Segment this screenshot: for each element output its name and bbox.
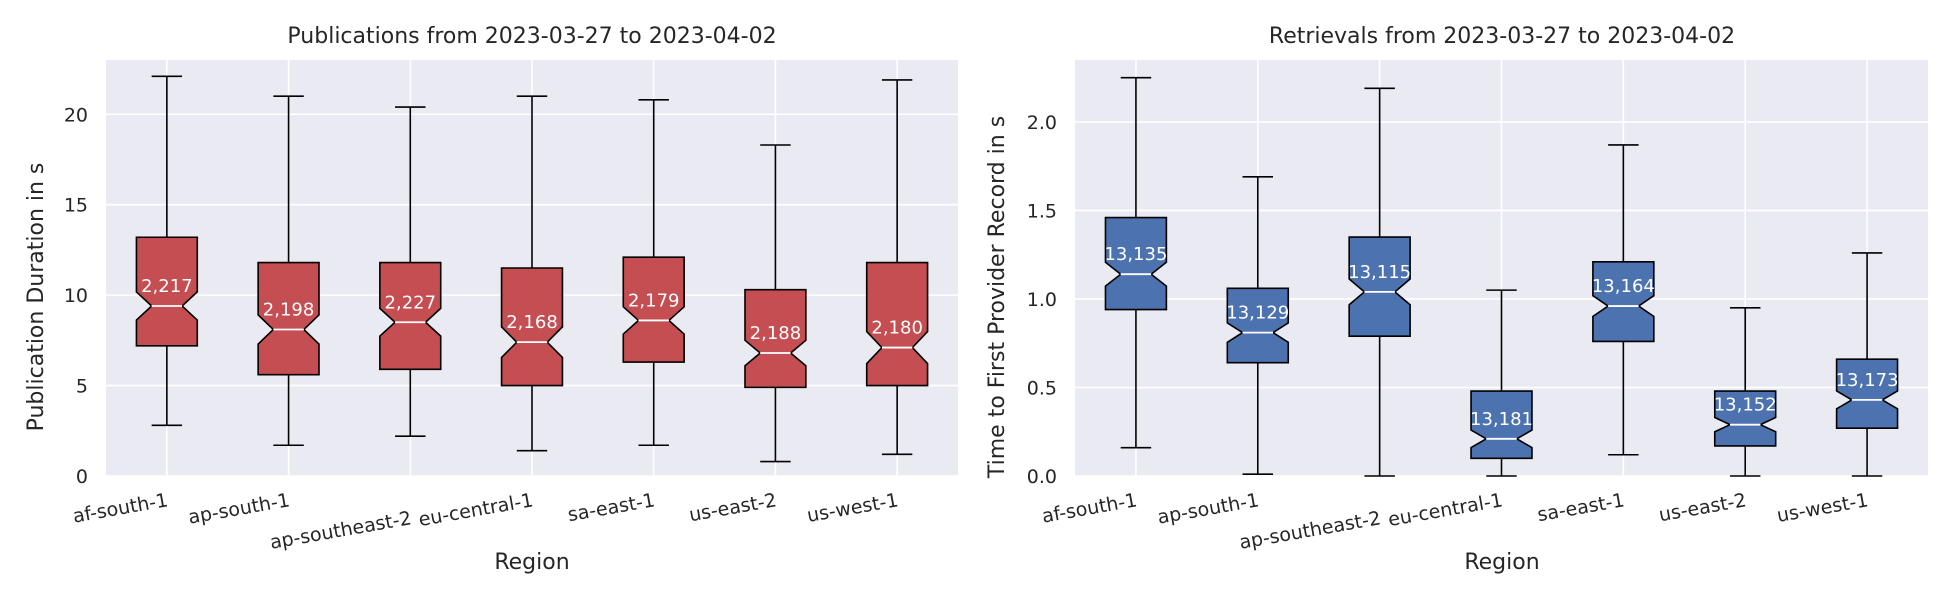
x-tick-label: sa-east-1 (1536, 489, 1627, 526)
x-tick-label: ap-southeast-2 (268, 507, 413, 554)
x-tick-label: eu-central-1 (417, 489, 535, 531)
x-tick-label: ap-south-1 (1156, 489, 1261, 528)
count-label: 2,217 (141, 276, 193, 297)
box-body (1835, 358, 1899, 430)
box-body (865, 261, 929, 387)
x-tick-label: eu-central-1 (1386, 489, 1504, 531)
chart-title: Retrievals from 2023-03-27 to 2023-04-02 (1269, 24, 1735, 49)
x-tick-label: ap-south-1 (187, 489, 292, 528)
count-label: 2,179 (628, 290, 680, 311)
box-af-south-1: 2,217 (135, 75, 199, 427)
count-label: 2,180 (871, 318, 923, 339)
box-sa-east-1: 2,179 (622, 98, 685, 447)
y-axis-label: Time to First Provider Record in s (985, 116, 1010, 479)
box-body (1348, 236, 1411, 337)
y-tick-label: 20 (64, 104, 88, 126)
x-tick-label: us-west-1 (805, 489, 900, 527)
count-label: 2,227 (385, 292, 437, 313)
count-label: 13,115 (1348, 262, 1411, 283)
box-us-west-1: 13,173 (1835, 252, 1899, 477)
box-eu-central-1: 2,168 (500, 95, 564, 452)
y-tick-label: 1.0 (1027, 289, 1057, 311)
count-label: 13,164 (1592, 276, 1655, 297)
y-tick-label: 10 (64, 285, 88, 307)
box-af-south-1: 13,135 (1104, 76, 1168, 449)
y-tick-label: 0.5 (1027, 377, 1057, 399)
x-tick-label: af-south-1 (71, 489, 170, 527)
x-tick-label: us-east-2 (687, 489, 778, 526)
box-us-west-1: 2,180 (865, 79, 929, 456)
publications-chart: Publications from 2023-03-27 to 2023-04-… (24, 24, 958, 575)
count-label: 13,129 (1226, 303, 1289, 324)
chart-title: Publications from 2023-03-27 to 2023-04-… (287, 24, 776, 49)
y-tick-label: 1.5 (1027, 200, 1057, 222)
x-tick-label: ap-southeast-2 (1238, 507, 1383, 554)
box-us-east-2: 13,152 (1713, 307, 1777, 477)
y-tick-label: 5 (76, 376, 88, 398)
y-tick-label: 0 (76, 466, 88, 488)
box-body (1713, 390, 1777, 447)
box-body (1226, 287, 1290, 364)
y-tick-label: 0.0 (1027, 466, 1057, 488)
box-body (257, 261, 320, 376)
box-us-east-2: 2,188 (744, 144, 807, 463)
y-tick-label: 2.0 (1027, 112, 1057, 134)
box-body (1592, 261, 1655, 343)
box-body (1104, 216, 1168, 311)
box-ap-south-1: 13,129 (1226, 176, 1290, 476)
box-body (744, 288, 807, 389)
y-axis-label: Publication Duration in s (24, 163, 49, 432)
box-body (379, 261, 442, 371)
y-tick-label: 15 (64, 195, 88, 217)
box-ap-south-1: 2,198 (257, 95, 320, 447)
box-body (135, 236, 199, 347)
count-label: 2,198 (263, 299, 315, 320)
box-ap-southeast-2: 2,227 (379, 106, 442, 438)
box-eu-central-1: 13,181 (1470, 289, 1533, 477)
box-body (1470, 390, 1533, 460)
count-label: 13,135 (1104, 244, 1167, 265)
x-tick-label: sa-east-1 (566, 489, 657, 526)
x-axis-label: Region (1464, 550, 1539, 575)
count-label: 2,188 (750, 323, 802, 344)
count-label: 13,173 (1836, 370, 1899, 391)
x-tick-label: us-east-2 (1657, 489, 1748, 526)
retrievals-chart: Retrievals from 2023-03-27 to 2023-04-02… (985, 24, 1928, 575)
box-body (500, 267, 564, 387)
count-label: 2,168 (506, 312, 558, 333)
box-ap-southeast-2: 13,115 (1348, 87, 1411, 477)
box-body (622, 256, 685, 363)
x-axis-label: Region (494, 550, 569, 575)
x-tick-label: af-south-1 (1040, 489, 1139, 527)
count-label: 13,181 (1470, 409, 1533, 430)
x-tick-label: us-west-1 (1775, 489, 1870, 527)
count-label: 13,152 (1714, 395, 1777, 416)
box-sa-east-1: 13,164 (1592, 144, 1655, 456)
